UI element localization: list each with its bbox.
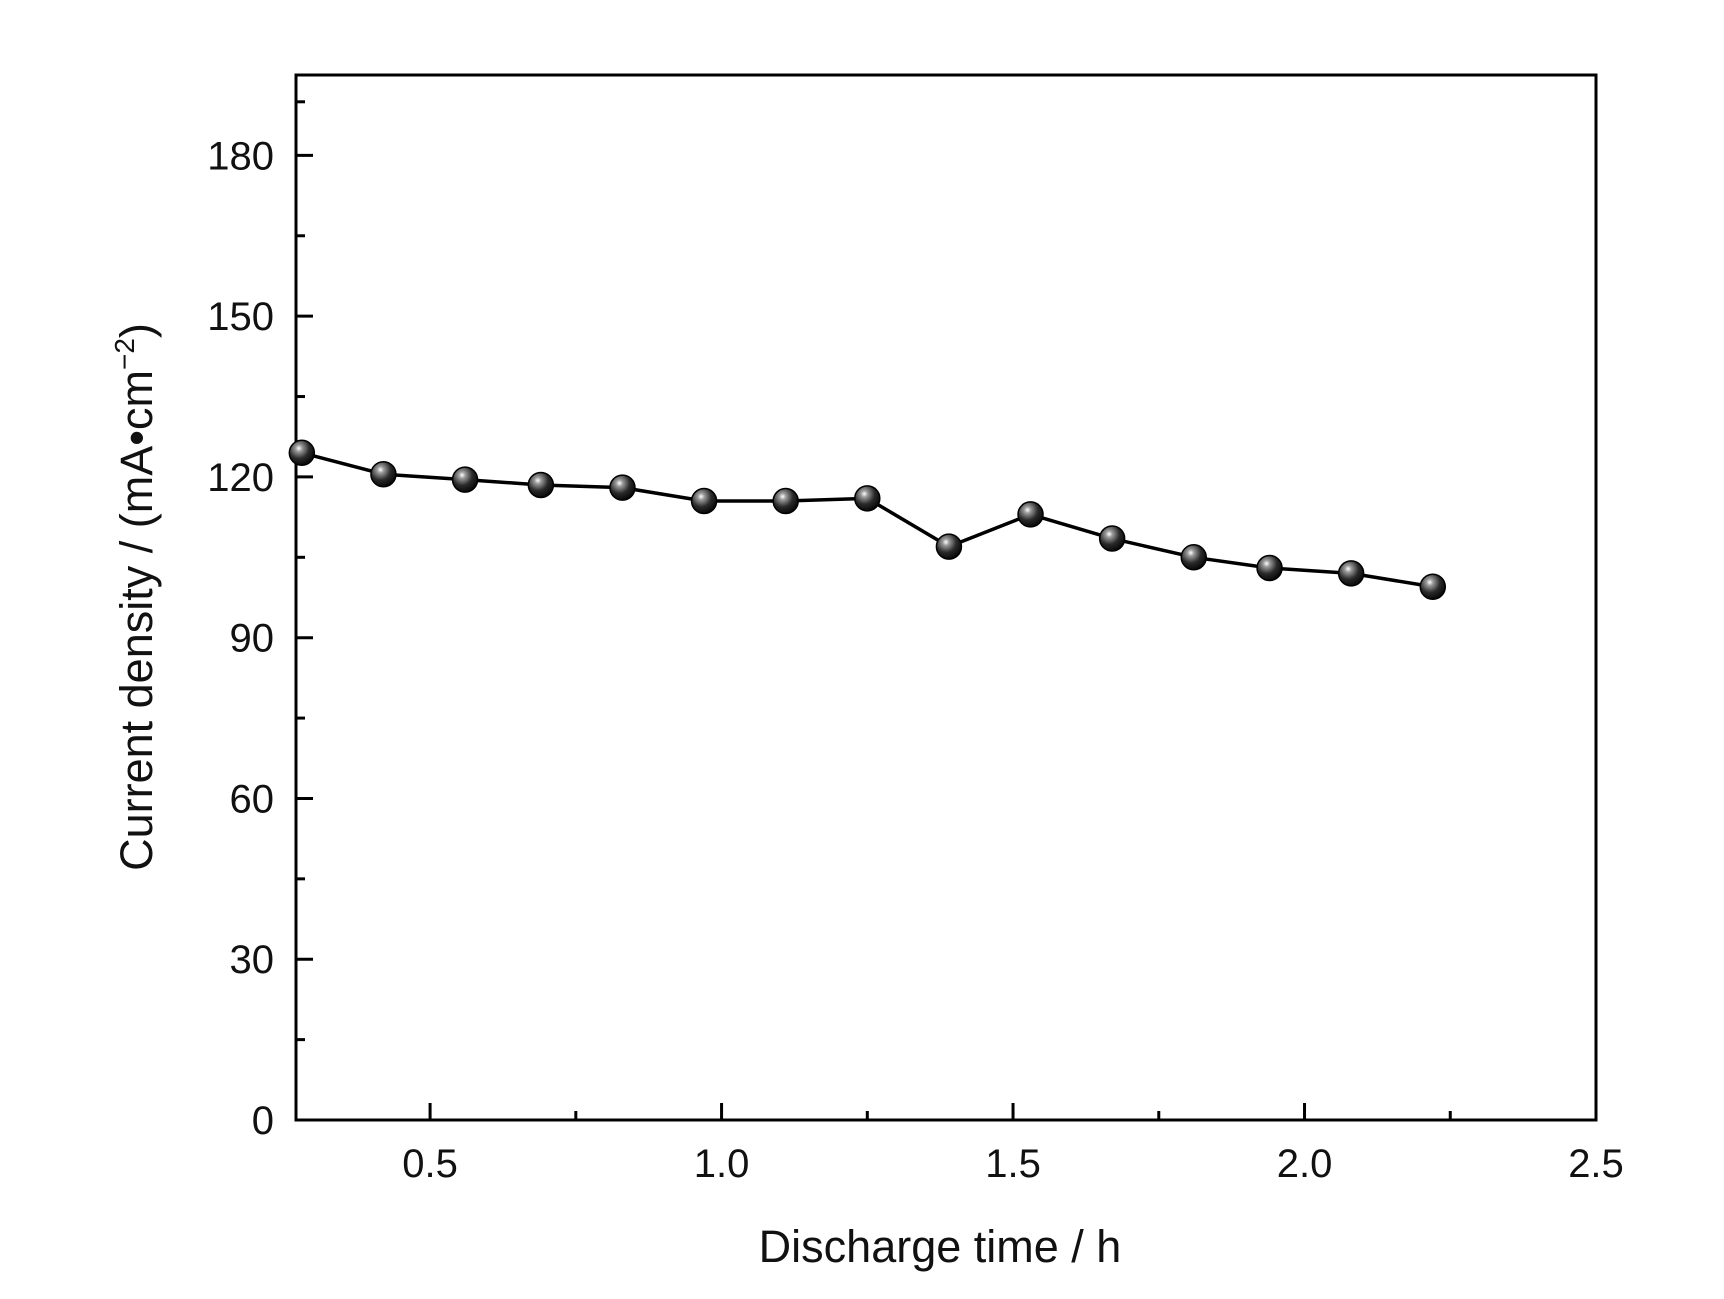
x-tick-label: 2.0 bbox=[1277, 1142, 1333, 1186]
y-axis-title-superscript: −2 bbox=[109, 338, 140, 370]
y-tick-label: 60 bbox=[230, 777, 275, 821]
data-point bbox=[1419, 573, 1447, 601]
y-tick-label: 0 bbox=[252, 1099, 274, 1143]
data-point bbox=[370, 460, 397, 488]
data-point bbox=[1098, 525, 1126, 552]
data-point bbox=[527, 471, 555, 499]
x-tick-label: 2.5 bbox=[1568, 1142, 1624, 1186]
data-point bbox=[288, 439, 316, 467]
x-axis-ticks: 0.5 1.0 1.5 2.0 2.5 bbox=[402, 1103, 1624, 1186]
data-point bbox=[451, 466, 479, 493]
x-tick-label: 1.5 bbox=[985, 1142, 1041, 1186]
y-tick-label: 150 bbox=[207, 295, 274, 339]
data-point bbox=[935, 533, 963, 560]
x-axis-title: Discharge time / h bbox=[759, 1221, 1122, 1272]
data-point bbox=[690, 487, 718, 515]
data-point bbox=[609, 474, 636, 501]
data-point bbox=[772, 487, 799, 515]
data-point bbox=[854, 485, 881, 512]
data-point bbox=[1337, 560, 1365, 587]
y-axis-title-close: ) bbox=[111, 323, 162, 338]
data-point bbox=[1180, 544, 1208, 571]
y-axis-ticks: 0 30 60 90 120 150 180 bbox=[207, 100, 313, 1143]
y-axis-title: Current density / (mA•cm−2) bbox=[109, 323, 162, 871]
x-tick-label: 1.0 bbox=[694, 1142, 750, 1186]
data-point bbox=[1256, 554, 1283, 582]
y-tick-label: 90 bbox=[230, 617, 275, 661]
y-tick-label: 180 bbox=[207, 134, 274, 178]
y-tick-label: 30 bbox=[230, 938, 275, 982]
plot-frame bbox=[294, 73, 1598, 1122]
data-point bbox=[1017, 501, 1044, 528]
y-axis-title-main: Current density / (mA•cm bbox=[111, 370, 162, 871]
y-tick-label: 120 bbox=[207, 456, 274, 500]
series-layer bbox=[288, 439, 1447, 601]
x-tick-label: 0.5 bbox=[402, 1142, 458, 1186]
